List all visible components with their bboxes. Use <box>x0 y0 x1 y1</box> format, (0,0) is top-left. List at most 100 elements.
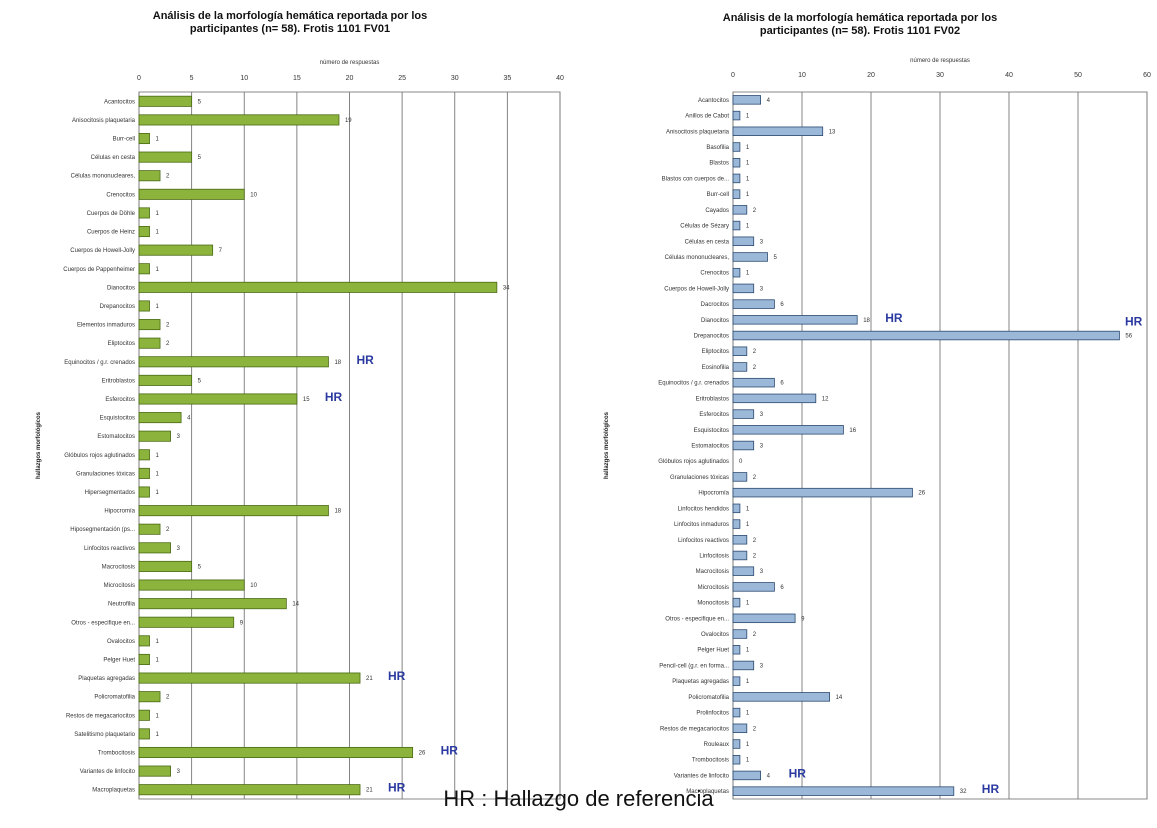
category-label: Macrocitosis <box>696 569 729 575</box>
data-label: 26 <box>419 750 426 756</box>
x-tick-label: 25 <box>398 75 406 82</box>
data-label: 1 <box>746 114 750 120</box>
category-label: Policromatofilia <box>94 695 135 701</box>
bar <box>139 208 150 218</box>
data-label: 6 <box>780 585 784 591</box>
data-label: 18 <box>863 318 870 324</box>
bar <box>733 755 740 764</box>
category-label: Microcitosis <box>698 585 729 591</box>
data-label: 2 <box>166 527 170 533</box>
category-label: Microcitosis <box>104 583 135 589</box>
data-label: 21 <box>366 676 373 682</box>
category-label: Cuerpos de Pappenheimer <box>63 267 135 273</box>
bar <box>139 617 234 627</box>
hr-annotation: HR <box>441 743 459 757</box>
category-label: Blastos con cuerpos de... <box>662 176 730 182</box>
data-label: 10 <box>250 192 257 198</box>
data-label: 1 <box>746 648 750 654</box>
category-label: Satelitismo plaquetario <box>74 732 135 738</box>
category-label: Rouleaux <box>704 742 729 748</box>
bar <box>733 425 843 434</box>
bar <box>733 598 740 607</box>
y-axis-label: hallazgos morfológicos <box>36 411 42 479</box>
data-label: 2 <box>166 341 170 347</box>
bar <box>139 394 297 404</box>
data-label: 12 <box>822 396 829 402</box>
bar <box>139 487 150 497</box>
category-label: Otros - especifique en... <box>71 620 135 626</box>
category-label: Granulaciones tóxicas <box>670 475 729 481</box>
category-label: Dianocitos <box>701 318 729 324</box>
bar <box>139 599 286 609</box>
bar <box>733 96 761 105</box>
bar <box>139 747 413 757</box>
category-label: Cuerpos de Heinz <box>87 230 135 236</box>
category-label: Estomatocitos <box>97 434 135 440</box>
data-label: 1 <box>156 657 160 663</box>
bar <box>139 766 171 776</box>
category-label: Neutrofilia <box>108 602 136 608</box>
category-label: Células en cesta <box>91 155 136 161</box>
bar <box>139 319 160 329</box>
hr-annotation: HR <box>885 311 903 325</box>
bar <box>733 363 747 372</box>
data-label: 2 <box>753 475 757 481</box>
category-label: Variantes de linfocito <box>674 773 730 779</box>
bar <box>733 300 774 309</box>
data-label: 6 <box>780 381 784 387</box>
category-label: Esquistocitos <box>100 416 135 422</box>
bar <box>733 237 754 246</box>
category-label: Trombocitosis <box>692 758 729 764</box>
chart-title-line1: Análisis de la morfología hemática repor… <box>723 12 997 24</box>
category-label: Cayados <box>705 208 729 214</box>
x-tick-label: 0 <box>731 72 735 79</box>
bar <box>733 504 740 513</box>
bar <box>733 661 754 670</box>
data-label: 1 <box>746 192 750 198</box>
data-label: 34 <box>503 285 510 291</box>
bar <box>139 450 150 460</box>
data-label: 2 <box>753 726 757 732</box>
category-label: Dacrocitos <box>701 302 729 308</box>
category-label: Pelger Huet <box>103 657 135 663</box>
data-label: 1 <box>156 453 160 459</box>
category-label: Drepanocitos <box>694 334 729 340</box>
bar <box>733 253 768 262</box>
category-label: Linfocitos reactivos <box>84 546 135 552</box>
data-label: 3 <box>760 286 764 292</box>
bar <box>139 431 171 441</box>
bar <box>733 158 740 167</box>
category-label: Burr-cell <box>113 137 135 143</box>
chart-2: Análisis de la morfología hemática repor… <box>604 12 1151 799</box>
data-label: 26 <box>918 491 925 497</box>
bar <box>733 111 740 120</box>
bar <box>733 535 747 544</box>
hr-annotation: HR <box>356 353 374 367</box>
data-label: 1 <box>746 522 750 528</box>
category-label: Células mononucleares, <box>71 174 136 180</box>
category-label: Otros - especifique en... <box>665 616 729 622</box>
bar <box>733 614 795 623</box>
bar <box>139 301 150 311</box>
bar <box>139 636 150 646</box>
bar <box>139 282 497 292</box>
data-label: 4 <box>767 773 771 779</box>
data-label: 3 <box>760 412 764 418</box>
category-label: Anillos de Cabot <box>685 114 729 120</box>
category-label: Equinocitos / g.r. crenados <box>658 381 729 387</box>
category-label: Burr-cell <box>707 192 729 198</box>
x-tick-label: 60 <box>1143 72 1151 79</box>
category-label: Linfocitos hendidos <box>678 506 729 512</box>
category-label: Linfocitos reactivos <box>678 538 729 544</box>
category-label: Plaquetas agregadas <box>672 679 729 685</box>
category-label: Elementos inmaduros <box>77 323 135 329</box>
data-label: 1 <box>746 161 750 167</box>
category-label: Ovalocitos <box>107 639 135 645</box>
data-label: 15 <box>303 397 310 403</box>
data-label: 1 <box>156 304 160 310</box>
category-label: Granulaciones tóxicas <box>76 471 135 477</box>
data-label: 0 <box>739 459 743 465</box>
category-label: Esferocitos <box>105 397 135 403</box>
data-label: 16 <box>849 428 856 434</box>
category-label: Glóbulos rojos aglutinados <box>64 453 135 459</box>
